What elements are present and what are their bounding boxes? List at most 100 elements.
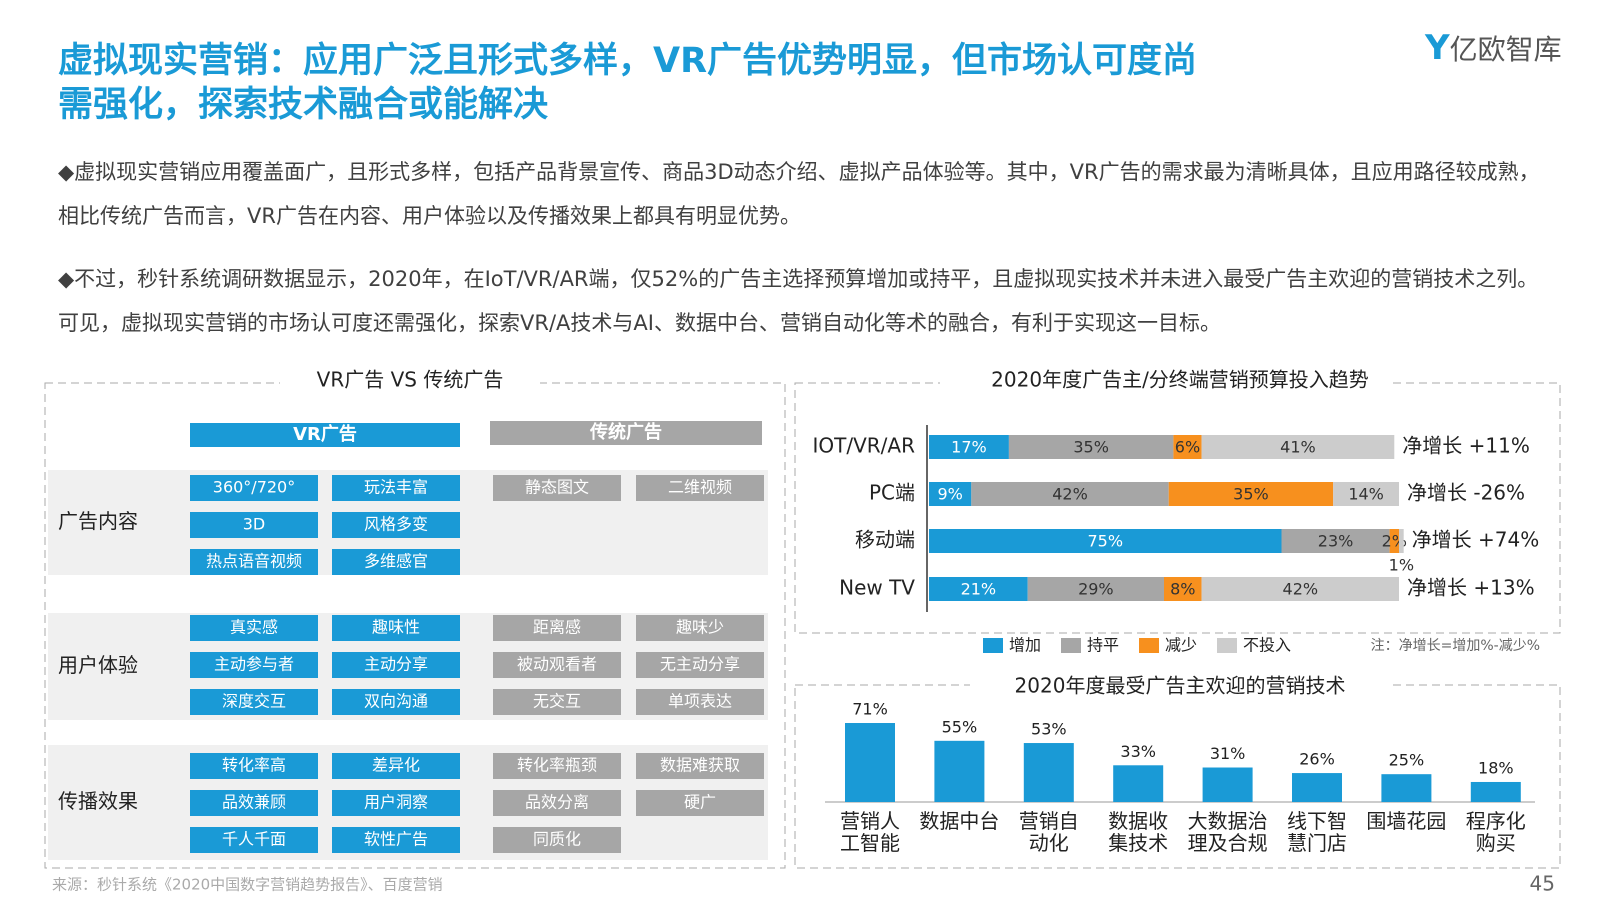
cell <box>190 652 318 678</box>
cell <box>493 827 621 853</box>
legend-swatch <box>1217 638 1237 653</box>
cell-text: 数据难获取 <box>660 756 740 775</box>
value-label: 25% <box>1389 751 1425 770</box>
title-gap <box>940 368 1390 394</box>
annotation: 净增长 +74% <box>1412 528 1540 552</box>
cell <box>332 652 460 678</box>
value-label: 8% <box>1170 580 1195 599</box>
column-header: VR广告 <box>293 423 357 445</box>
bar-segment <box>1389 529 1399 553</box>
logo: Y亿欧智库 <box>1425 28 1562 68</box>
cell-text: 3D <box>243 515 266 534</box>
value-label: 75% <box>1087 532 1123 551</box>
bar-segment <box>971 482 1169 506</box>
panel-title: VR广告 VS 传统广告 <box>317 368 504 392</box>
cell <box>636 475 764 501</box>
cell <box>190 689 318 715</box>
cell-text: 360°/720° <box>213 478 295 497</box>
cell <box>636 689 764 715</box>
cell-text: 主动分享 <box>364 655 428 674</box>
value-label: 42% <box>1283 580 1319 599</box>
cell-text: 品效分离 <box>525 793 589 812</box>
column-header-bg <box>490 421 762 445</box>
paragraph: ◆不过，秒针系统调研数据显示，2020年，在IoT/VR/AR端，仅52%的广告… <box>58 267 1539 335</box>
legend-swatch <box>983 638 1003 653</box>
cell-text: 无交互 <box>533 692 581 711</box>
legend-swatch <box>1061 638 1081 653</box>
cell-text: 多维感官 <box>364 552 428 571</box>
cell-text: 用户洞察 <box>364 793 428 812</box>
cell <box>332 475 460 501</box>
bar <box>1381 774 1432 802</box>
value-label: 42% <box>1052 485 1088 504</box>
title-line: 虚拟现实营销：应用广泛且形式多样，VR广告优势明显，但市场认可度尚 <box>58 41 1198 81</box>
cell-text: 静态图文 <box>525 478 589 497</box>
cell-text: 软性广告 <box>364 830 428 849</box>
page-number: 45 <box>1530 872 1555 896</box>
value-label: 17% <box>951 438 987 457</box>
value-label: 18% <box>1478 758 1514 777</box>
cell <box>190 753 318 779</box>
cell <box>190 615 318 641</box>
chart-title: 2020年度广告主/分终端营销预算投入趋势 <box>991 368 1369 392</box>
category-label: 大数据治 理及合规 <box>1187 809 1268 855</box>
bar-segment <box>1201 435 1395 459</box>
category-label: 移动端 <box>855 528 915 552</box>
category-label: 线下智 慧门店 <box>1287 809 1347 855</box>
category-label: 营销人 工智能 <box>840 809 900 855</box>
cell <box>332 790 460 816</box>
cell-text: 主动参与者 <box>214 655 294 674</box>
bar-segment <box>1173 435 1202 459</box>
legend-label: 增加 <box>1009 636 1041 655</box>
cell-text: 双向沟通 <box>364 692 428 711</box>
bar-segment <box>1008 435 1174 459</box>
cell-text: 硬广 <box>684 793 716 812</box>
bar <box>1292 773 1342 802</box>
cell-text: 深度交互 <box>222 692 286 711</box>
bar-segment <box>929 482 972 506</box>
value-label: 41% <box>1280 438 1316 457</box>
cell <box>190 790 318 816</box>
value-label: 6% <box>1175 438 1200 457</box>
category-label: 数据收 集技术 <box>1108 809 1169 855</box>
value-label: 35% <box>1233 485 1269 504</box>
bar-segment <box>1333 482 1399 506</box>
category-label: 围墙花园 <box>1366 809 1447 833</box>
annotation: 净增长 -26% <box>1407 481 1525 505</box>
value-label: 31% <box>1210 744 1246 763</box>
value-label: 35% <box>1073 438 1109 457</box>
value-label: 26% <box>1299 750 1335 769</box>
value-label: 1% <box>1389 556 1414 575</box>
category-label: 数据中台 <box>919 809 1000 833</box>
cell <box>493 689 621 715</box>
annotation: 净增长 +13% <box>1407 576 1535 600</box>
column-header: 传统广告 <box>589 421 662 443</box>
bar <box>1113 765 1164 802</box>
cell-text: 趣味少 <box>676 618 724 637</box>
category-label: 程序化 购买 <box>1465 809 1526 855</box>
cell <box>190 549 318 575</box>
cell <box>636 790 764 816</box>
cell-text: 玩法丰富 <box>364 478 428 497</box>
cell-text: 品效兼顾 <box>222 793 286 812</box>
cell <box>332 827 460 853</box>
category-label: 营销自 动化 <box>1018 809 1079 855</box>
cell <box>190 512 318 538</box>
cell-text: 热点语音视频 <box>206 552 302 571</box>
value-label: 14% <box>1348 485 1384 504</box>
bar-segment <box>1027 577 1164 601</box>
legend-label: 不投入 <box>1243 636 1291 655</box>
bar-segment <box>1201 577 1399 601</box>
bar-segment <box>929 435 1009 459</box>
cell-text: 同质化 <box>533 830 581 849</box>
value-label: 9% <box>937 485 962 504</box>
bar <box>1470 781 1521 802</box>
bar <box>845 723 895 802</box>
category-label: IOT/VR/AR <box>813 434 916 458</box>
value-label: 23% <box>1318 532 1354 551</box>
bar-segment <box>1399 529 1404 553</box>
value-label: 55% <box>942 717 978 736</box>
note: 注：净增长=增加%-减少% <box>1371 638 1540 654</box>
